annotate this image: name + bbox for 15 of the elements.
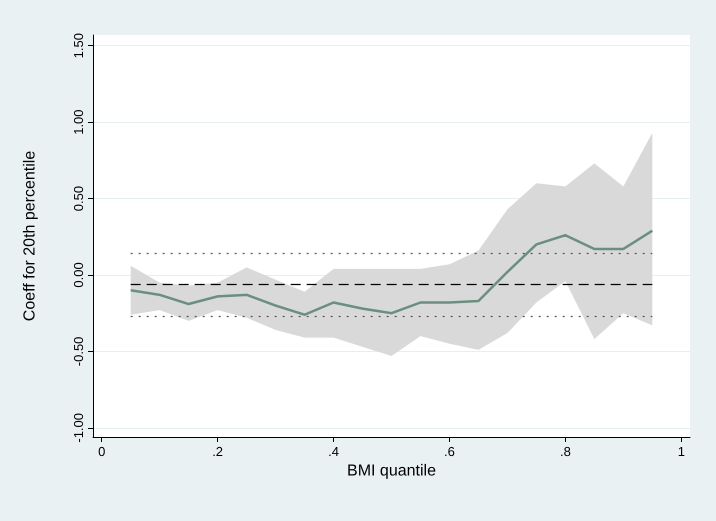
x-tick-label: 0 [98,444,106,459]
x-tick-label: .4 [328,444,339,459]
line-series [129,229,654,316]
y-tick-label: 0.00 [71,262,86,288]
y-tick-label: 0.50 [71,186,86,212]
x-tick-label: .2 [212,444,224,459]
y-tick-label: -0.50 [71,336,86,366]
y-tick-label: -1.00 [71,413,86,443]
x-tick-label: 1 [678,444,685,459]
y-tick-label: 1.50 [71,33,86,58]
x-axis-title: BMI quantile [347,462,436,480]
x-tick-label: .8 [560,444,571,459]
x-tick-label: .6 [444,444,455,459]
y-tick-label: 1.00 [71,109,86,135]
y-axis-title: Coeff for 20th percentile [22,150,38,322]
